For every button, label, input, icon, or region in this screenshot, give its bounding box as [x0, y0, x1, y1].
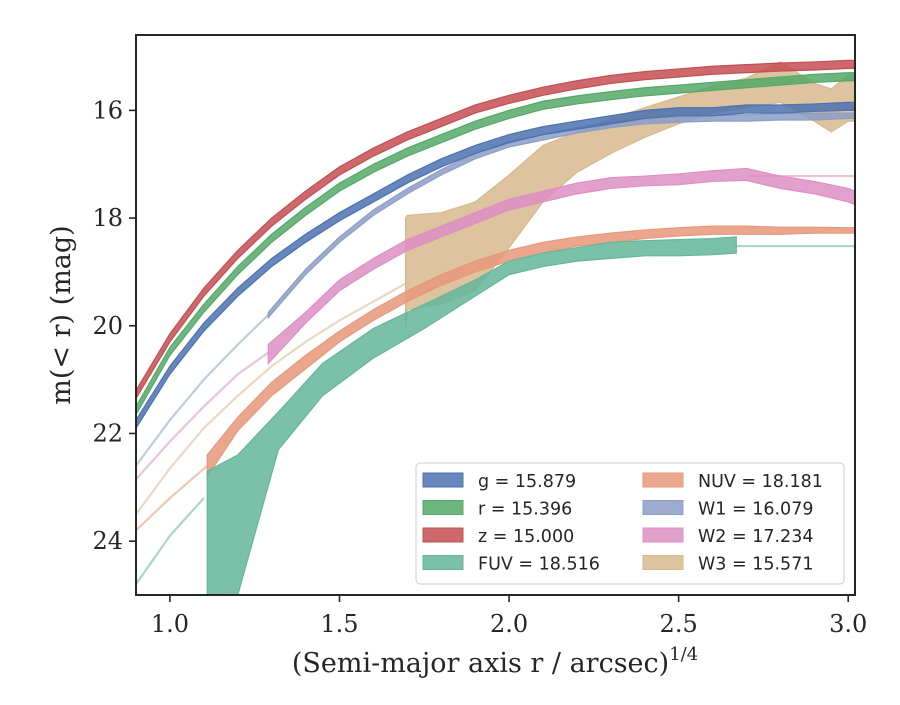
- plot-frame: [135, 34, 856, 596]
- x-tick-label: 2.0: [490, 610, 528, 638]
- legend-swatch-w3: [642, 555, 684, 570]
- x-tick-label: 1.0: [151, 610, 189, 638]
- series-nuv-band: [206, 225, 855, 479]
- legend-label-nuv: NUV = 18.181: [698, 472, 823, 492]
- series-fuv-band: [206, 236, 737, 595]
- series-layer: [136, 59, 855, 595]
- y-tick-label: 20: [92, 312, 123, 340]
- legend-label-w3: W3 = 15.571: [698, 555, 813, 575]
- x-tick-label: 2.5: [660, 610, 698, 638]
- x-tick-label: 3.0: [829, 610, 867, 638]
- y-tick-label: 16: [92, 96, 123, 124]
- legend-label-w1: W1 = 16.079: [698, 500, 813, 520]
- legend-label-z: z = 15.000: [478, 527, 574, 547]
- legend-label-fuv: FUV = 18.516: [478, 555, 600, 575]
- y-tick-label: 24: [92, 527, 123, 555]
- legend-frame: [415, 462, 845, 585]
- legend-swatch-z: [422, 527, 464, 543]
- y-axis-title: m(< r) (mag): [46, 225, 77, 404]
- series-w1-model-line: [136, 314, 270, 467]
- series-w3-model-line: [136, 281, 408, 515]
- x-axis-title-text: (Semi-major axis r / arcsec): [292, 648, 669, 679]
- legend-swatch-g: [422, 472, 464, 488]
- series-g-band: [136, 101, 855, 430]
- x-tick-label: 1.5: [320, 610, 358, 638]
- y-tick-label: 22: [92, 419, 123, 447]
- legend-label-g: g = 15.879: [478, 472, 576, 492]
- x-axis-title-exponent: 1/4: [669, 644, 698, 665]
- legend-swatch-fuv: [422, 555, 464, 570]
- series-fuv-model-line: [136, 497, 205, 585]
- legend-label-r: r = 15.396: [478, 500, 572, 520]
- legend-label-w2: W2 = 17.234: [698, 527, 813, 547]
- series-r-band: [136, 72, 855, 416]
- legend-swatch-w2: [642, 527, 684, 543]
- legend-swatch-w1: [642, 500, 684, 515]
- series-nuv-model-line: [136, 464, 208, 532]
- series-w2-model-line: [136, 351, 269, 480]
- legend-swatch-r: [422, 500, 464, 515]
- series-z-band: [136, 59, 855, 400]
- ticks-layer: 1.0 1.5 2.0 2.5 3.0 16 18 20 22 24: [92, 96, 867, 638]
- y-tick-label: 18: [92, 204, 123, 232]
- series-w2-band: [267, 167, 855, 365]
- legend-swatch-nuv: [642, 472, 684, 488]
- legend: g = 15.879 r = 15.396 z = 15.000 FUV = 18.5…: [415, 462, 845, 585]
- x-axis-title: (Semi-major axis r / arcsec)1/4: [292, 644, 698, 679]
